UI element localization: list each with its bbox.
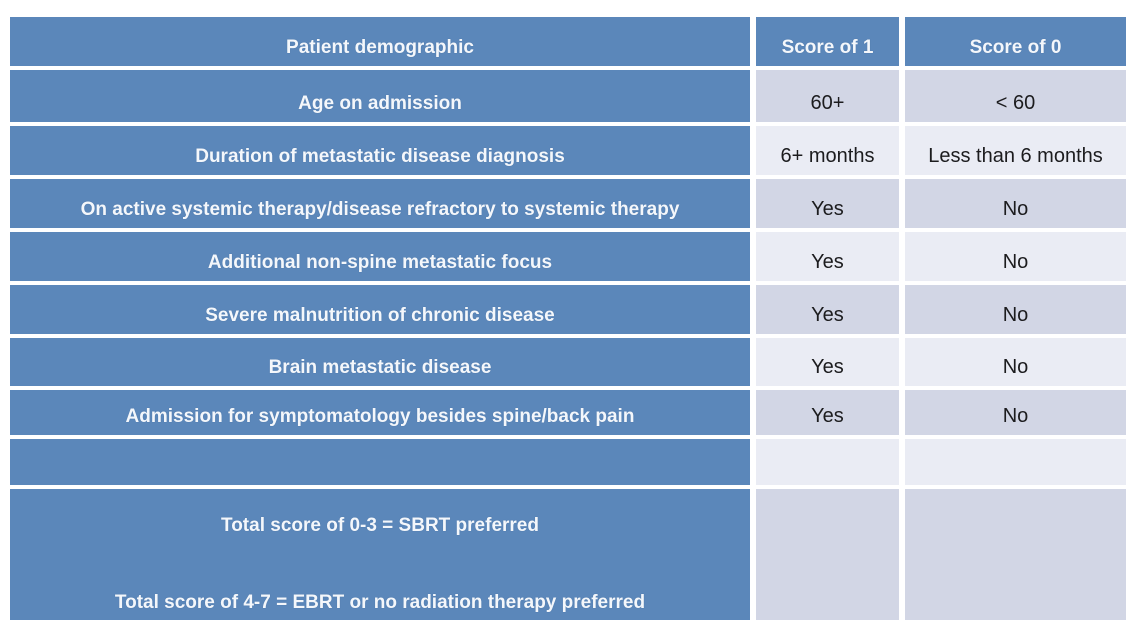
score1-cell-malnutrition: Yes bbox=[756, 285, 899, 334]
score1-cell-systemic-therapy: Yes bbox=[756, 179, 899, 228]
header-cell-score-of-0: Score of 0 bbox=[905, 17, 1126, 66]
row-label-duration-metastatic-diagnosis: Duration of metastatic disease diagnosis bbox=[10, 126, 750, 175]
row-label-severe-malnutrition: Severe malnutrition of chronic disease bbox=[10, 285, 750, 334]
score1-cell-symptomatology: Yes bbox=[756, 390, 899, 435]
row-label-non-spine-metastatic-focus: Additional non-spine metastatic focus bbox=[10, 232, 750, 281]
footer-score1-cell bbox=[756, 489, 899, 620]
empty-row-label-cell bbox=[10, 439, 750, 485]
empty-row-score1-cell bbox=[756, 439, 899, 485]
row-label-age-on-admission: Age on admission bbox=[10, 70, 750, 122]
footer-line-ebrt: Total score of 4-7 = EBRT or no radiatio… bbox=[114, 592, 646, 614]
footer-score0-cell bbox=[905, 489, 1126, 620]
footer-line-sbrt: Total score of 0-3 = SBRT preferred bbox=[221, 515, 539, 536]
score1-cell-brain-mets: Yes bbox=[756, 338, 899, 386]
row-label-admission-symptomatology: Admission for symptomatology besides spi… bbox=[10, 390, 750, 435]
scoring-table: Patient demographic Score of 1 Score of … bbox=[10, 17, 1126, 620]
score0-cell-symptomatology: No bbox=[905, 390, 1126, 435]
score0-cell-age: < 60 bbox=[905, 70, 1126, 122]
score0-cell-duration: Less than 6 months bbox=[905, 126, 1126, 175]
score1-cell-non-spine-focus: Yes bbox=[756, 232, 899, 281]
header-cell-score-of-1: Score of 1 bbox=[756, 17, 899, 66]
header-cell-patient-demographic: Patient demographic bbox=[10, 17, 750, 66]
row-label-active-systemic-therapy: On active systemic therapy/disease refra… bbox=[10, 179, 750, 228]
footer-totals-cell: Total score of 0-3 = SBRT preferred Tota… bbox=[10, 489, 750, 620]
empty-row-score0-cell bbox=[905, 439, 1126, 485]
score1-cell-duration: 6+ months bbox=[756, 126, 899, 175]
row-label-brain-metastatic-disease: Brain metastatic disease bbox=[10, 338, 750, 386]
score0-cell-non-spine-focus: No bbox=[905, 232, 1126, 281]
score0-cell-systemic-therapy: No bbox=[905, 179, 1126, 228]
score0-cell-malnutrition: No bbox=[905, 285, 1126, 334]
score1-cell-age: 60+ bbox=[756, 70, 899, 122]
score0-cell-brain-mets: No bbox=[905, 338, 1126, 386]
